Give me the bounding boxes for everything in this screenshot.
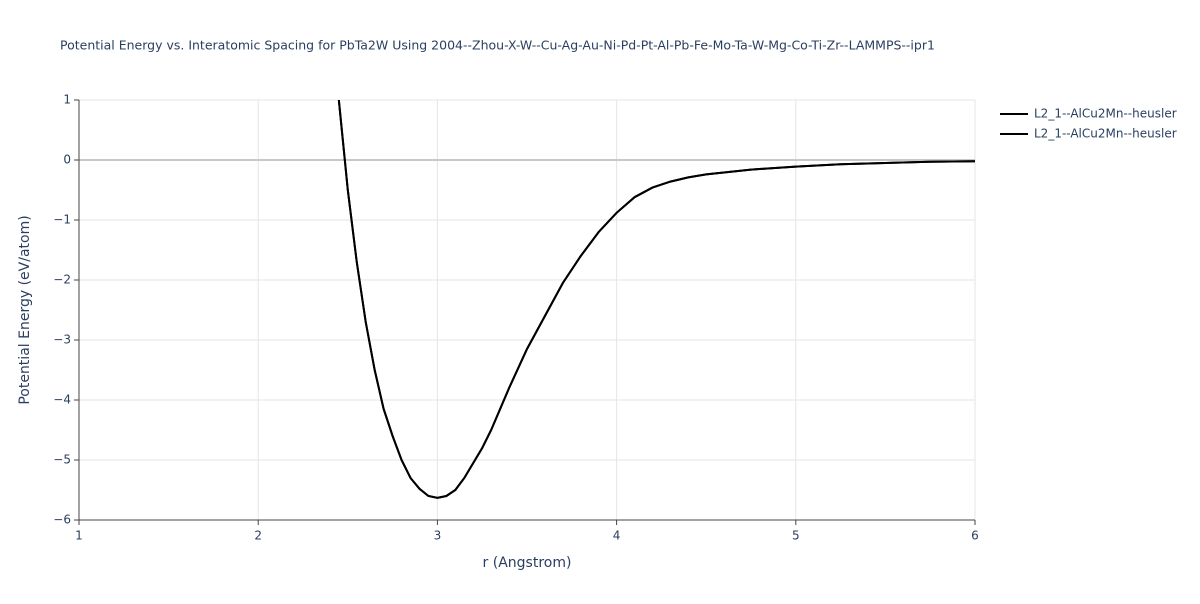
x-tick-label: 1	[75, 529, 83, 543]
legend-label: L2_1--AlCu2Mn--heusler	[1034, 107, 1177, 121]
x-tick-label: 3	[434, 529, 442, 543]
x-axis-label: r (Angstrom)	[483, 555, 572, 571]
y-tick-label: 1	[63, 93, 71, 107]
x-tick-label: 5	[792, 529, 800, 543]
x-tick-label: 4	[613, 529, 621, 543]
y-tick-label: −2	[53, 273, 71, 287]
y-tick-label: −3	[53, 333, 71, 347]
legend-label: L2_1--AlCu2Mn--heusler	[1034, 127, 1177, 141]
x-tick-label: 2	[254, 529, 262, 543]
y-tick-label: −5	[53, 453, 71, 467]
x-tick-label: 6	[971, 529, 979, 543]
y-tick-label: −1	[53, 213, 71, 227]
chart-title: Potential Energy vs. Interatomic Spacing…	[60, 38, 935, 53]
y-tick-label: 0	[63, 153, 71, 167]
y-tick-label: −4	[53, 393, 71, 407]
y-tick-label: −6	[53, 513, 71, 527]
line-series	[337, 100, 975, 499]
y-axis-label: Potential Energy (eV/atom)	[17, 215, 33, 404]
